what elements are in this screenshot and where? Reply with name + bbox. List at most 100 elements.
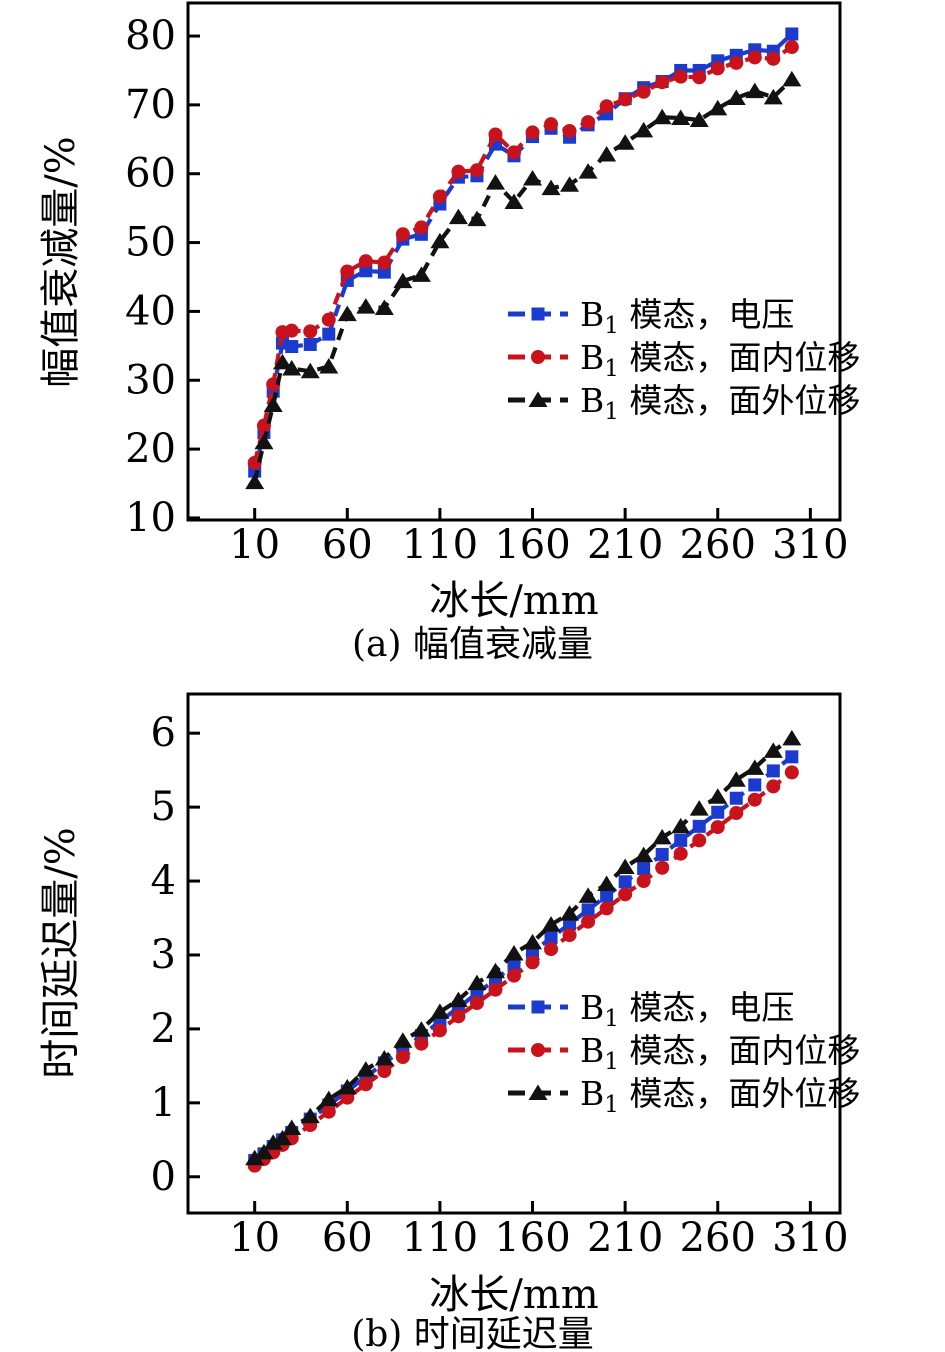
amplitude-x-tick-label: 160 [494,522,570,568]
amplitude-y-tick-label: 50 [125,220,176,266]
series-in-plane-marker [766,779,781,794]
series-out-of-plane-marker [578,887,598,903]
series-in-plane-marker [618,887,633,902]
series-in-plane-marker [710,820,725,835]
series-out-of-plane-marker [615,134,635,150]
legend-out-of-plane-marker [528,1084,548,1100]
series-in-plane-marker [507,145,521,160]
series-out-of-plane-marker [708,788,728,804]
series-voltage-marker [674,833,688,847]
series-in-plane-marker [729,55,744,70]
legend-in-plane-marker [531,1043,545,1057]
series-in-plane-marker [395,227,410,242]
series-voltage-marker [600,889,614,903]
legend-out-of-plane-marker [528,391,548,407]
series-out-of-plane-marker [671,817,691,834]
series-voltage-marker [655,847,669,861]
time-delay-y-tick-label: 5 [151,784,176,830]
amplitude-y-axis-label: 幅值衰减量/% [38,136,84,388]
series-out-of-plane-marker [689,111,709,128]
time-delay-y-tick-label: 2 [151,1006,176,1052]
series-out-of-plane-marker [504,945,524,961]
time-delay-y-axis-label: 时间延迟量/% [38,827,84,1079]
time-delay-y-tick-label: 3 [151,932,176,978]
series-in-plane-marker [451,164,466,179]
series-in-plane-marker [469,163,484,178]
time-delay-x-axis-label: 冰长/mm [429,1272,599,1318]
series-in-plane-marker [525,125,540,140]
series-out-of-plane-marker [763,742,783,758]
series-out-of-plane-marker [578,163,598,179]
series-out-of-plane-marker [272,1129,292,1146]
series-out-of-plane-marker [263,1134,283,1150]
series-in-plane-marker [414,220,429,235]
series-in-plane-marker [673,846,688,861]
series-in-plane-marker [766,51,781,66]
series-out-of-plane-marker [708,99,728,116]
series-out-of-plane-marker [337,305,357,322]
series-in-plane-marker [488,982,503,997]
series-out-of-plane-marker [319,1090,339,1107]
series-out-of-plane-marker [393,1032,413,1048]
caption-a: (a) 幅值衰减量 [352,624,593,665]
series-out-of-plane-marker [272,353,292,370]
series-out-of-plane-marker [356,1061,376,1077]
series-in-plane-marker [636,84,651,99]
series-out-of-plane-marker [763,88,783,105]
series-out-of-plane-marker [282,360,302,376]
series-out-of-plane-marker [448,208,468,225]
series-in-plane-marker [655,860,670,875]
series-out-of-plane-marker [541,916,561,932]
series-out-of-plane-marker [560,905,580,921]
legend-voltage-label: B1 模态，电压 [580,988,794,1032]
series-voltage-marker [581,903,595,917]
series-voltage-marker [785,27,799,41]
series-in-plane-marker [562,124,577,139]
series-out-of-plane-marker [337,1078,357,1095]
time-delay-y-tick-label: 1 [151,1080,176,1126]
series-voltage-marker [377,265,391,279]
series-in-plane-marker [469,996,484,1011]
series-in-plane-marker [581,115,596,130]
series-in-plane-marker [710,61,725,76]
time-delay-x-tick-label: 10 [229,1215,280,1261]
series-out-of-plane-marker [393,272,413,289]
series-out-of-plane-marker [467,974,487,991]
series-out-of-plane-marker [726,771,746,787]
amplitude-x-tick-label: 210 [587,522,663,568]
series-in-plane-marker [488,127,503,142]
amplitude-x-tick-label: 260 [680,522,756,568]
series-out-of-plane-marker [652,828,672,845]
series-out-of-plane-marker [485,962,505,979]
series-out-of-plane-marker [263,396,283,413]
amplitude-y-tick-label: 80 [125,13,176,59]
time-delay-x-tick-label: 310 [772,1215,848,1261]
series-out-of-plane-marker [300,362,320,379]
series-in-plane-marker [581,914,596,929]
time-delay-y-tick-label: 6 [151,710,176,756]
series-in-plane-marker [525,955,540,970]
series-out-of-plane-marker [504,193,524,209]
series-out-of-plane-marker [430,1003,450,1019]
amplitude-x-axis-label: 冰长/mm [429,578,599,624]
series-in-plane-marker [599,99,614,114]
series-out-of-plane-marker [615,858,635,874]
series-out-of-plane-marker [282,1119,302,1135]
series-out-of-plane-marker [634,121,654,138]
series-out-of-plane-marker [597,145,617,162]
series-in-plane-marker [340,264,355,279]
time-delay-x-tick-label: 110 [402,1215,478,1261]
series-out-of-plane-marker [634,846,654,863]
legend-voltage-marker [531,1000,545,1014]
series-in-plane-marker [655,75,670,90]
amplitude-y-tick-label: 70 [125,82,176,128]
series-in-plane-marker [451,1009,466,1024]
series-voltage-marker [785,750,799,764]
series-in-plane-marker [414,1036,429,1051]
series-voltage-marker [470,986,484,1000]
amplitude-plot-frame [186,1,842,522]
series-out-of-plane-marker [411,266,431,282]
series-out-of-plane-line [252,77,794,483]
series-in-plane-marker [747,50,762,65]
